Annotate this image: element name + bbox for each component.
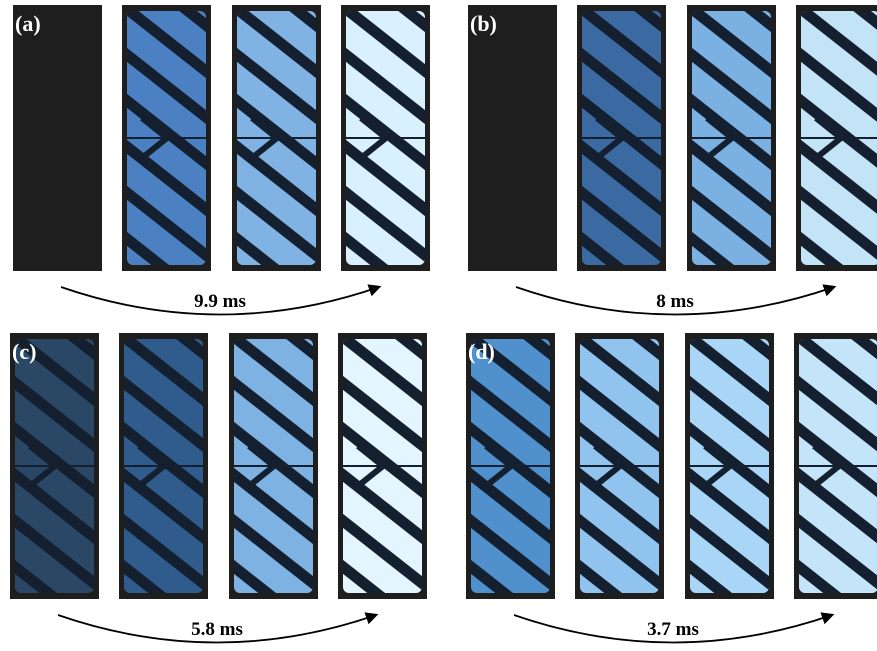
frame-image xyxy=(794,241,877,633)
frame-image xyxy=(687,0,776,305)
frame-image xyxy=(466,241,555,633)
frame-image xyxy=(796,0,877,305)
panel: (a) 9.9 ms xyxy=(13,0,430,315)
panel-label: (d) xyxy=(468,339,495,364)
time-label: 5.8 ms xyxy=(191,619,243,640)
pixel xyxy=(10,241,99,633)
frame-image xyxy=(685,241,774,633)
pixel xyxy=(466,241,555,633)
panel-label: (b) xyxy=(470,11,497,36)
pixel xyxy=(685,241,774,633)
time-label: 3.7 ms xyxy=(647,619,699,640)
pixel xyxy=(341,0,430,305)
pixel xyxy=(338,241,427,633)
pixel xyxy=(796,0,877,305)
frame-image xyxy=(338,241,427,633)
pixel xyxy=(577,0,666,305)
time-label: 9.9 ms xyxy=(194,291,246,312)
frame-image xyxy=(10,241,99,633)
frame-image xyxy=(341,0,430,305)
frame-bg xyxy=(468,5,557,271)
pixel xyxy=(575,241,664,633)
panel-label: (c) xyxy=(12,339,36,364)
frame-image xyxy=(122,0,211,305)
frame-image xyxy=(575,241,664,633)
figure: (a) 9.9 ms (b) 8 ms (c) 5.8 ms (d) 3.7 ms xyxy=(0,0,877,651)
panel-label: (a) xyxy=(15,11,41,36)
pixel xyxy=(687,0,776,305)
frame-bg xyxy=(13,5,102,271)
pixel xyxy=(232,0,321,305)
frame-image xyxy=(468,5,557,271)
frame-image xyxy=(232,0,321,305)
pixel xyxy=(122,0,211,305)
pixel xyxy=(794,241,877,633)
frame-image xyxy=(577,0,666,305)
panel: (b) 8 ms xyxy=(468,0,877,315)
time-label: 8 ms xyxy=(656,291,693,312)
frame-image xyxy=(13,5,102,271)
